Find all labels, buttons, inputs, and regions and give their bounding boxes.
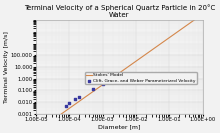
Clift, Grace, and Weber Parameterized Velocity — [124, 78, 128, 80]
Clift, Grace, and Weber Parameterized Velocity — [64, 105, 68, 107]
Clift, Grace, and Weber Parameterized Velocity — [101, 83, 104, 85]
X-axis label: Diameter [m]: Diameter [m] — [98, 124, 141, 129]
Clift, Grace, and Weber Parameterized Velocity — [73, 98, 77, 100]
Clift, Grace, and Weber Parameterized Velocity — [134, 78, 138, 80]
Y-axis label: Terminal Velocity [m/s]: Terminal Velocity [m/s] — [4, 31, 9, 103]
Clift, Grace, and Weber Parameterized Velocity — [68, 102, 71, 104]
Clift, Grace, and Weber Parameterized Velocity — [91, 88, 94, 90]
Clift, Grace, and Weber Parameterized Velocity — [111, 80, 114, 82]
Clift, Grace, and Weber Parameterized Velocity — [77, 95, 81, 98]
Title: Terminal Velocity of a Spherical Quartz Particle in 20°C
Water: Terminal Velocity of a Spherical Quartz … — [24, 4, 215, 18]
Legend: Stokes' Model, Clift, Grace, and Weber Parameterized Velocity: Stokes' Model, Clift, Grace, and Weber P… — [85, 72, 197, 84]
